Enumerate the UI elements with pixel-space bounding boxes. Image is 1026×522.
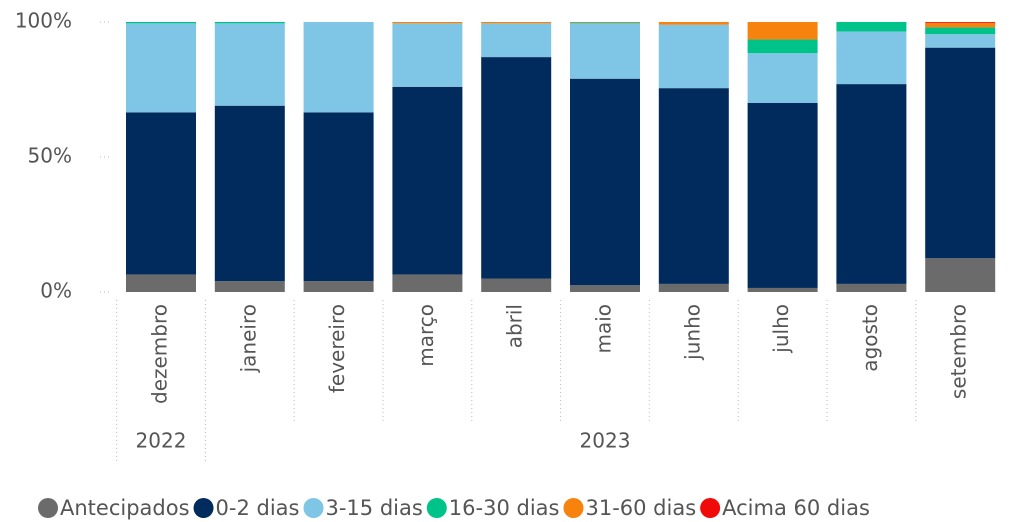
x-tick-label: maio [592, 304, 616, 354]
bar-segment [214, 22, 285, 24]
legend-label: 16-30 dias [449, 496, 560, 520]
bar-segment [214, 105, 285, 282]
legend-marker [193, 498, 214, 518]
bar-segment [658, 22, 729, 25]
x-tick-label: setembro [947, 304, 971, 399]
bar-segment [303, 22, 374, 113]
legend-label: 31-60 dias [585, 496, 696, 520]
legend-marker [563, 498, 584, 518]
x-tick-label: julho [769, 304, 793, 354]
bar-segment [392, 22, 463, 24]
bar-segment [481, 278, 552, 292]
bar-segment [925, 22, 996, 28]
bar-segment [392, 274, 463, 292]
bar-segment [925, 34, 996, 48]
bar-segment [481, 23, 552, 58]
legend-label: 0-2 dias [216, 496, 300, 520]
legend-marker [38, 498, 58, 518]
bar-segment [836, 31, 907, 85]
y-tick-label: 50% [28, 144, 72, 168]
bar-segment [570, 23, 640, 79]
legend-marker [303, 498, 324, 518]
y-tick-label: 0% [40, 279, 72, 303]
bar-segment [303, 281, 374, 292]
x-tick-label: agosto [858, 304, 882, 372]
bar-segment [214, 23, 285, 106]
x-tick-label: junho [680, 304, 704, 361]
bar-segment [392, 86, 463, 275]
x-tick-label: janeiro [236, 304, 260, 373]
x-tick-label: dezembro [148, 304, 172, 404]
legend-marker [700, 498, 721, 518]
legend-label: 3-15 dias [325, 496, 422, 520]
legend-label: Acima 60 dias [722, 496, 870, 520]
bar-segment [925, 27, 996, 35]
bar-segment [836, 22, 907, 32]
bar-segment [658, 88, 729, 284]
bar-segment [481, 22, 552, 24]
bar-segment [925, 47, 996, 259]
bar-segment [392, 23, 463, 87]
y-tick-label: 100% [15, 9, 72, 33]
legend-label: Antecipados [60, 496, 190, 520]
bar-segment [658, 283, 729, 292]
bar-segment [747, 287, 818, 292]
group-label: 2022 [136, 429, 187, 453]
bar-segment [126, 274, 196, 292]
bar-segment [481, 57, 552, 279]
bar-segment [214, 281, 285, 292]
bar-segment [747, 53, 818, 103]
bar-segment [570, 285, 640, 292]
bar-segment [836, 283, 907, 292]
bar-segment [925, 22, 996, 23]
legend-marker [426, 498, 447, 518]
bar-segment [747, 103, 818, 288]
bar-segment [747, 39, 818, 54]
bar-segment [570, 22, 640, 24]
x-tick-label: abril [503, 304, 527, 348]
group-label: 2023 [580, 429, 631, 453]
bar-segment [836, 84, 907, 284]
x-tick-label: março [414, 304, 438, 367]
x-tick-label: fevereiro [325, 304, 349, 393]
bar-segment [747, 22, 818, 40]
bar-segment [126, 23, 196, 113]
bar-segment [570, 22, 640, 23]
bar-segment [126, 112, 196, 275]
bar-segment [925, 258, 996, 292]
bar-segment [303, 112, 374, 282]
bar-segment [570, 78, 640, 286]
bar-segment [658, 24, 729, 89]
bar-segment [126, 22, 196, 24]
